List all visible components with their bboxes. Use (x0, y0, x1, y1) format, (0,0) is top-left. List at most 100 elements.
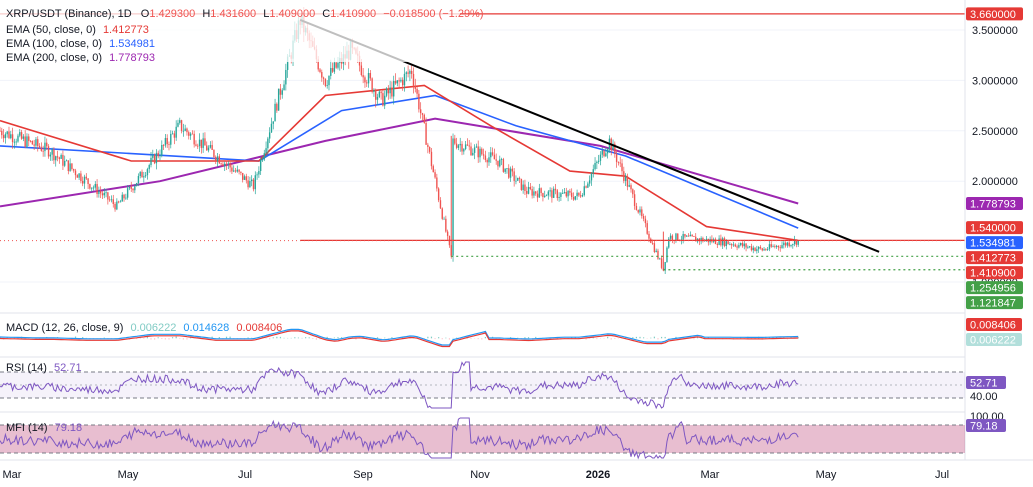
macd-bar (441, 338, 443, 340)
candle-body (459, 143, 461, 146)
macd-bar (614, 338, 616, 339)
candle-body (20, 132, 23, 139)
candle-body (286, 56, 289, 70)
macd-bar (696, 336, 699, 339)
candle-body (69, 163, 71, 172)
mfi-line (0, 417, 799, 460)
candle-body (576, 192, 578, 197)
candle-body (716, 244, 719, 245)
candle-body (195, 144, 197, 146)
candle-body (126, 188, 129, 198)
candle-body (477, 146, 479, 158)
candle-body (750, 246, 753, 251)
candle-body (479, 148, 481, 158)
macd-bar (409, 338, 411, 339)
candle-body (732, 244, 735, 246)
candle-body (612, 143, 614, 151)
candle-body (38, 145, 41, 148)
candle-body (691, 234, 693, 237)
macd-bar (495, 338, 497, 340)
candle-body (15, 141, 17, 143)
macd-bar (599, 338, 602, 339)
high-value: 1.431600 (210, 8, 256, 20)
macd-bar (103, 337, 105, 339)
time-axis[interactable]: Mar May Jul Sep Nov 2026 Mar May Jul (3, 469, 950, 481)
candle-body (31, 140, 34, 145)
macd-bar (545, 338, 548, 340)
macd-bar (664, 336, 666, 339)
candle-body (81, 180, 84, 184)
candle-body (569, 190, 571, 193)
candle-body (437, 188, 440, 201)
macd-bar (427, 336, 429, 339)
macd-bar (416, 336, 418, 339)
price-tick-0: 3.500000 (972, 25, 1018, 37)
candle-body (98, 191, 100, 195)
candle-body (207, 147, 210, 151)
candle-body (714, 239, 717, 245)
candle-body (718, 238, 720, 245)
macd-bar (164, 338, 166, 340)
candle-body (168, 144, 170, 145)
candle-body (74, 170, 77, 176)
candle-body (218, 156, 221, 164)
grid-lines (0, 29, 965, 283)
candle-body (96, 183, 98, 195)
close-value: 1.410900 (330, 8, 376, 20)
macd-bar (355, 338, 357, 340)
candle-body (204, 138, 206, 146)
macd-bar (438, 337, 440, 339)
candle-body (644, 218, 647, 224)
candle-body (153, 154, 156, 164)
candle-body (146, 169, 149, 176)
macd-bar (549, 338, 551, 340)
price-tick-2: 2.500000 (972, 126, 1018, 138)
price-tag-4 (966, 251, 1023, 265)
candle-body (747, 246, 749, 248)
candle-body (56, 156, 59, 158)
candle-body (159, 155, 161, 157)
macd-bar (218, 337, 220, 339)
candle-body (33, 144, 35, 146)
candle-body (601, 150, 603, 155)
candle-body (263, 153, 265, 160)
candle-body (285, 69, 287, 85)
candle-body (641, 209, 643, 217)
price-tag-7 (966, 296, 1023, 310)
candle-body (216, 156, 219, 161)
candle-body (441, 208, 443, 219)
candle-body (173, 133, 176, 138)
candle-body (236, 169, 239, 172)
candle-body (231, 167, 233, 172)
candle-body (157, 152, 159, 157)
macd-bar (211, 336, 213, 339)
candle-body (547, 191, 550, 196)
candle-body (615, 154, 618, 162)
candle-body (367, 72, 370, 84)
chart-legend[interactable]: XRP/USDT (Binance), 1D O1.429300 H1.4316… (0, 4, 484, 64)
candle-body (772, 246, 774, 248)
candle-body (164, 138, 167, 146)
macd-bar (585, 338, 587, 340)
candle-body (752, 247, 754, 251)
candle-body (792, 244, 794, 246)
time-label-8: Jul (935, 469, 949, 481)
candle-body (222, 164, 224, 166)
candle-body (144, 175, 147, 177)
candle-body (531, 189, 533, 196)
candle-body (254, 175, 256, 190)
candle-body (721, 238, 724, 246)
candle-body (761, 248, 763, 251)
candle-body (107, 192, 109, 200)
macd-bar (657, 338, 659, 340)
candle-body (362, 75, 364, 78)
candle-body (105, 192, 107, 194)
macd-bar (693, 338, 695, 340)
candle-body (387, 88, 390, 94)
price-tag-1 (966, 196, 1023, 210)
candle-body (446, 231, 449, 236)
candle-body (606, 149, 609, 154)
candle-body (42, 150, 44, 152)
candle-body (705, 238, 708, 241)
